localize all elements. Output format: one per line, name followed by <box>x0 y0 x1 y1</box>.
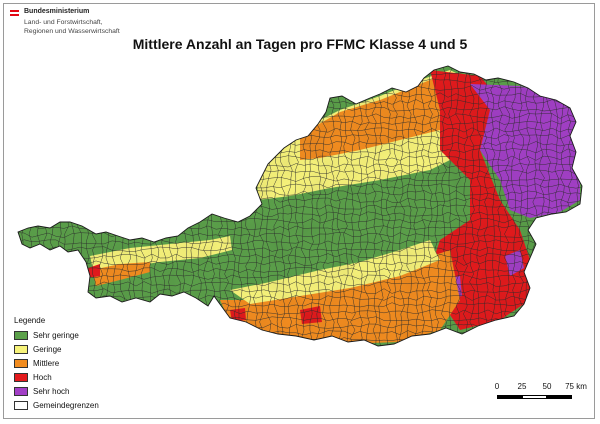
legend-swatch <box>14 330 28 340</box>
legend-item-sehr-hoch: Sehr hoch <box>14 384 99 398</box>
scale-label-75: 75 km <box>565 382 587 391</box>
logo-subtitle: Land- und Forstwirtschaft, Regionen und … <box>24 18 120 36</box>
scale-label-25: 25 <box>517 382 527 391</box>
legend-item-gemeindegrenzen: Gemeindegrenzen <box>14 398 99 412</box>
austrian-flag-icon <box>10 10 19 16</box>
legend-label: Geringe <box>33 344 62 354</box>
logo-subtitle-line2: Regionen und Wasserwirtschaft <box>24 28 120 35</box>
scale-segment-2 <box>522 395 547 399</box>
legend-label: Sehr hoch <box>33 386 70 396</box>
legend-label: Hoch <box>33 372 52 382</box>
legend-label: Sehr geringe <box>33 330 79 340</box>
legend-item-mittlere: Mittlere <box>14 356 99 370</box>
legend-item-geringe: Geringe <box>14 342 99 356</box>
scale-label-0: 0 <box>494 382 500 391</box>
legend-swatch <box>14 400 28 410</box>
legend-item-hoch: Hoch <box>14 370 99 384</box>
map-title: Mittlere Anzahl an Tagen pro FFMC Klasse… <box>132 36 468 52</box>
scale-label-50: 50 <box>542 382 552 391</box>
logo-title: Bundesministerium <box>24 8 90 15</box>
legend-swatch <box>14 344 28 354</box>
legend-swatch <box>14 358 28 368</box>
legend-title: Legende <box>14 316 46 325</box>
legend-swatch <box>14 372 28 382</box>
legend-item-sehr-geringe: Sehr geringe <box>14 328 99 342</box>
logo-subtitle-line1: Land- und Forstwirtschaft, <box>24 19 103 26</box>
legend-label: Mittlere <box>33 358 60 368</box>
map-frame <box>3 3 595 419</box>
scale-segment-3 <box>547 395 572 399</box>
legend-swatch <box>14 386 28 396</box>
legend-label: Gemeindegrenzen <box>33 400 99 410</box>
legend: Legende Sehr geringe Geringe Mittlere Ho… <box>14 316 99 412</box>
scale-segment-1 <box>497 395 522 399</box>
